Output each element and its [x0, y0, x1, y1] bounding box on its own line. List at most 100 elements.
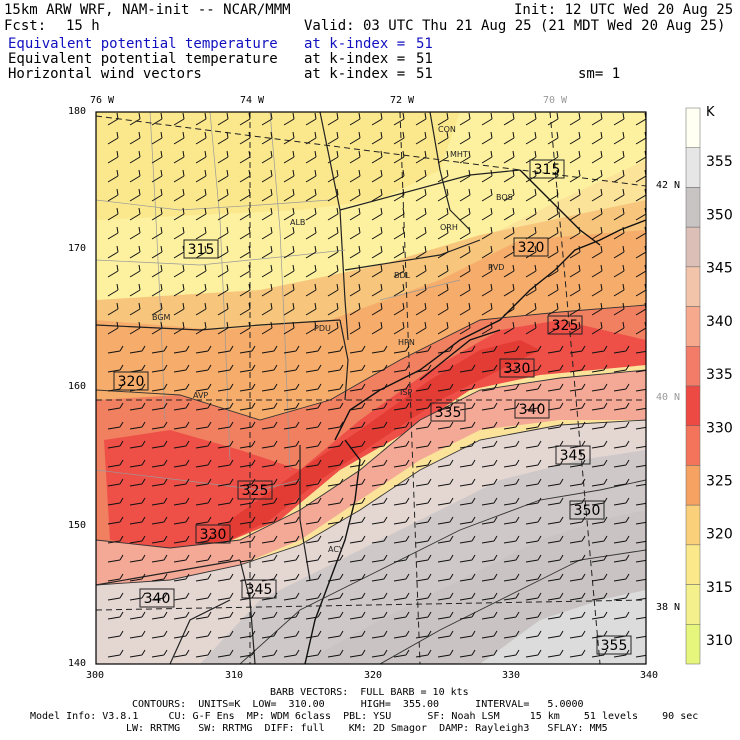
wind-barb [327, 440, 344, 449]
svg-text:320: 320 [518, 240, 545, 256]
wind-barb [613, 478, 630, 487]
wind-barb [107, 345, 124, 354]
wind-barb [327, 592, 344, 601]
wind-barb [217, 150, 229, 164]
wind-barb [481, 226, 493, 240]
wind-barb [569, 245, 581, 259]
colorbar [685, 107, 701, 665]
wind-barb [129, 131, 141, 145]
contour-label-320b: 320 [513, 237, 549, 257]
wind-barb [635, 654, 646, 658]
wind-barb [305, 630, 322, 639]
wind-barb [591, 283, 603, 297]
wind-barb [283, 478, 300, 487]
wind-barb [569, 421, 586, 430]
wind-barb [107, 497, 124, 506]
wind-barb [371, 321, 383, 335]
wind-barb [415, 207, 427, 221]
wind-barb [217, 440, 234, 449]
wind-barb [129, 264, 141, 278]
wind-barb [129, 497, 146, 506]
wind-barb [437, 592, 454, 601]
wind-barb [569, 554, 586, 563]
wind-barb [415, 345, 432, 354]
wind-barb [239, 226, 251, 240]
wind-barb [591, 131, 603, 145]
wind-barb [525, 188, 537, 202]
wind-barb [503, 245, 515, 259]
svg-text:350: 350 [574, 503, 601, 519]
wind-barb [217, 131, 229, 145]
wind-barb [151, 131, 163, 145]
wind-barb [635, 350, 646, 354]
wind-barb [613, 573, 630, 582]
wind-barb [327, 245, 339, 259]
colorbar-swatch [685, 266, 701, 307]
wind-barb [547, 207, 559, 221]
svg-text:330: 330 [504, 361, 531, 377]
wind-barb [107, 283, 119, 297]
wind-barb [283, 573, 300, 582]
wind-barb [547, 383, 564, 392]
wind-barb [415, 264, 427, 278]
wind-barb [349, 188, 361, 202]
county-lines [96, 112, 461, 491]
colorbar-unit: K [706, 105, 715, 120]
wind-barb [283, 226, 295, 240]
station-orh: ORH [440, 223, 458, 232]
contour-label-340b: 340 [514, 399, 550, 419]
wind-barb [569, 497, 586, 506]
wind-barb [459, 592, 476, 601]
wind-barb [239, 207, 251, 221]
wind-barb [195, 440, 212, 449]
y-tick-150: 150 [68, 520, 87, 531]
wind-barb [151, 112, 163, 126]
wind-barb [415, 478, 432, 487]
wind-barb [437, 440, 454, 449]
wind-barb [393, 302, 405, 316]
wind-barb [107, 188, 119, 202]
wind-barb [393, 497, 410, 506]
wind-barb [349, 283, 361, 297]
wind-barb [349, 573, 366, 582]
wind-barb [569, 440, 586, 449]
colorbar-level-label: 340 [706, 314, 733, 330]
wind-barb [503, 459, 520, 468]
wind-barb [261, 459, 278, 468]
wind-barb [415, 321, 427, 335]
wind-barb [173, 245, 185, 259]
field-1-name: Equivalent potential temperature [8, 36, 278, 52]
wind-barb [547, 245, 559, 259]
wind-barb [635, 407, 646, 411]
wind-barb [261, 402, 278, 411]
wind-barb [349, 402, 366, 411]
wind-barb [525, 302, 537, 316]
wind-barb [613, 283, 625, 297]
wind-barb [217, 345, 234, 354]
wind-barb [503, 169, 515, 183]
wind-barb [569, 131, 581, 145]
wind-barb [547, 112, 559, 126]
wind-barb [415, 383, 432, 392]
wind-barb [481, 112, 493, 126]
wind-barb [613, 592, 630, 601]
svg-text:340: 340 [144, 591, 171, 607]
wind-barb [261, 478, 278, 487]
wind-barb [591, 440, 608, 449]
wind-barb [503, 302, 515, 316]
wind-barb [305, 402, 322, 411]
wind-barb [371, 112, 383, 126]
wind-barb [481, 497, 498, 506]
wind-barb [459, 245, 471, 259]
wind-barb [283, 345, 300, 354]
contour-label-320a: 320 [113, 371, 149, 391]
wind-barb [459, 264, 471, 278]
wind-barb [371, 264, 383, 278]
wind-barb [129, 150, 141, 164]
colorbar-level-label: 335 [706, 367, 733, 383]
colorbar-swatch [685, 226, 701, 268]
wind-barb [107, 402, 124, 411]
contour-label-345a: 345 [555, 445, 591, 465]
wind-barb [349, 131, 361, 145]
